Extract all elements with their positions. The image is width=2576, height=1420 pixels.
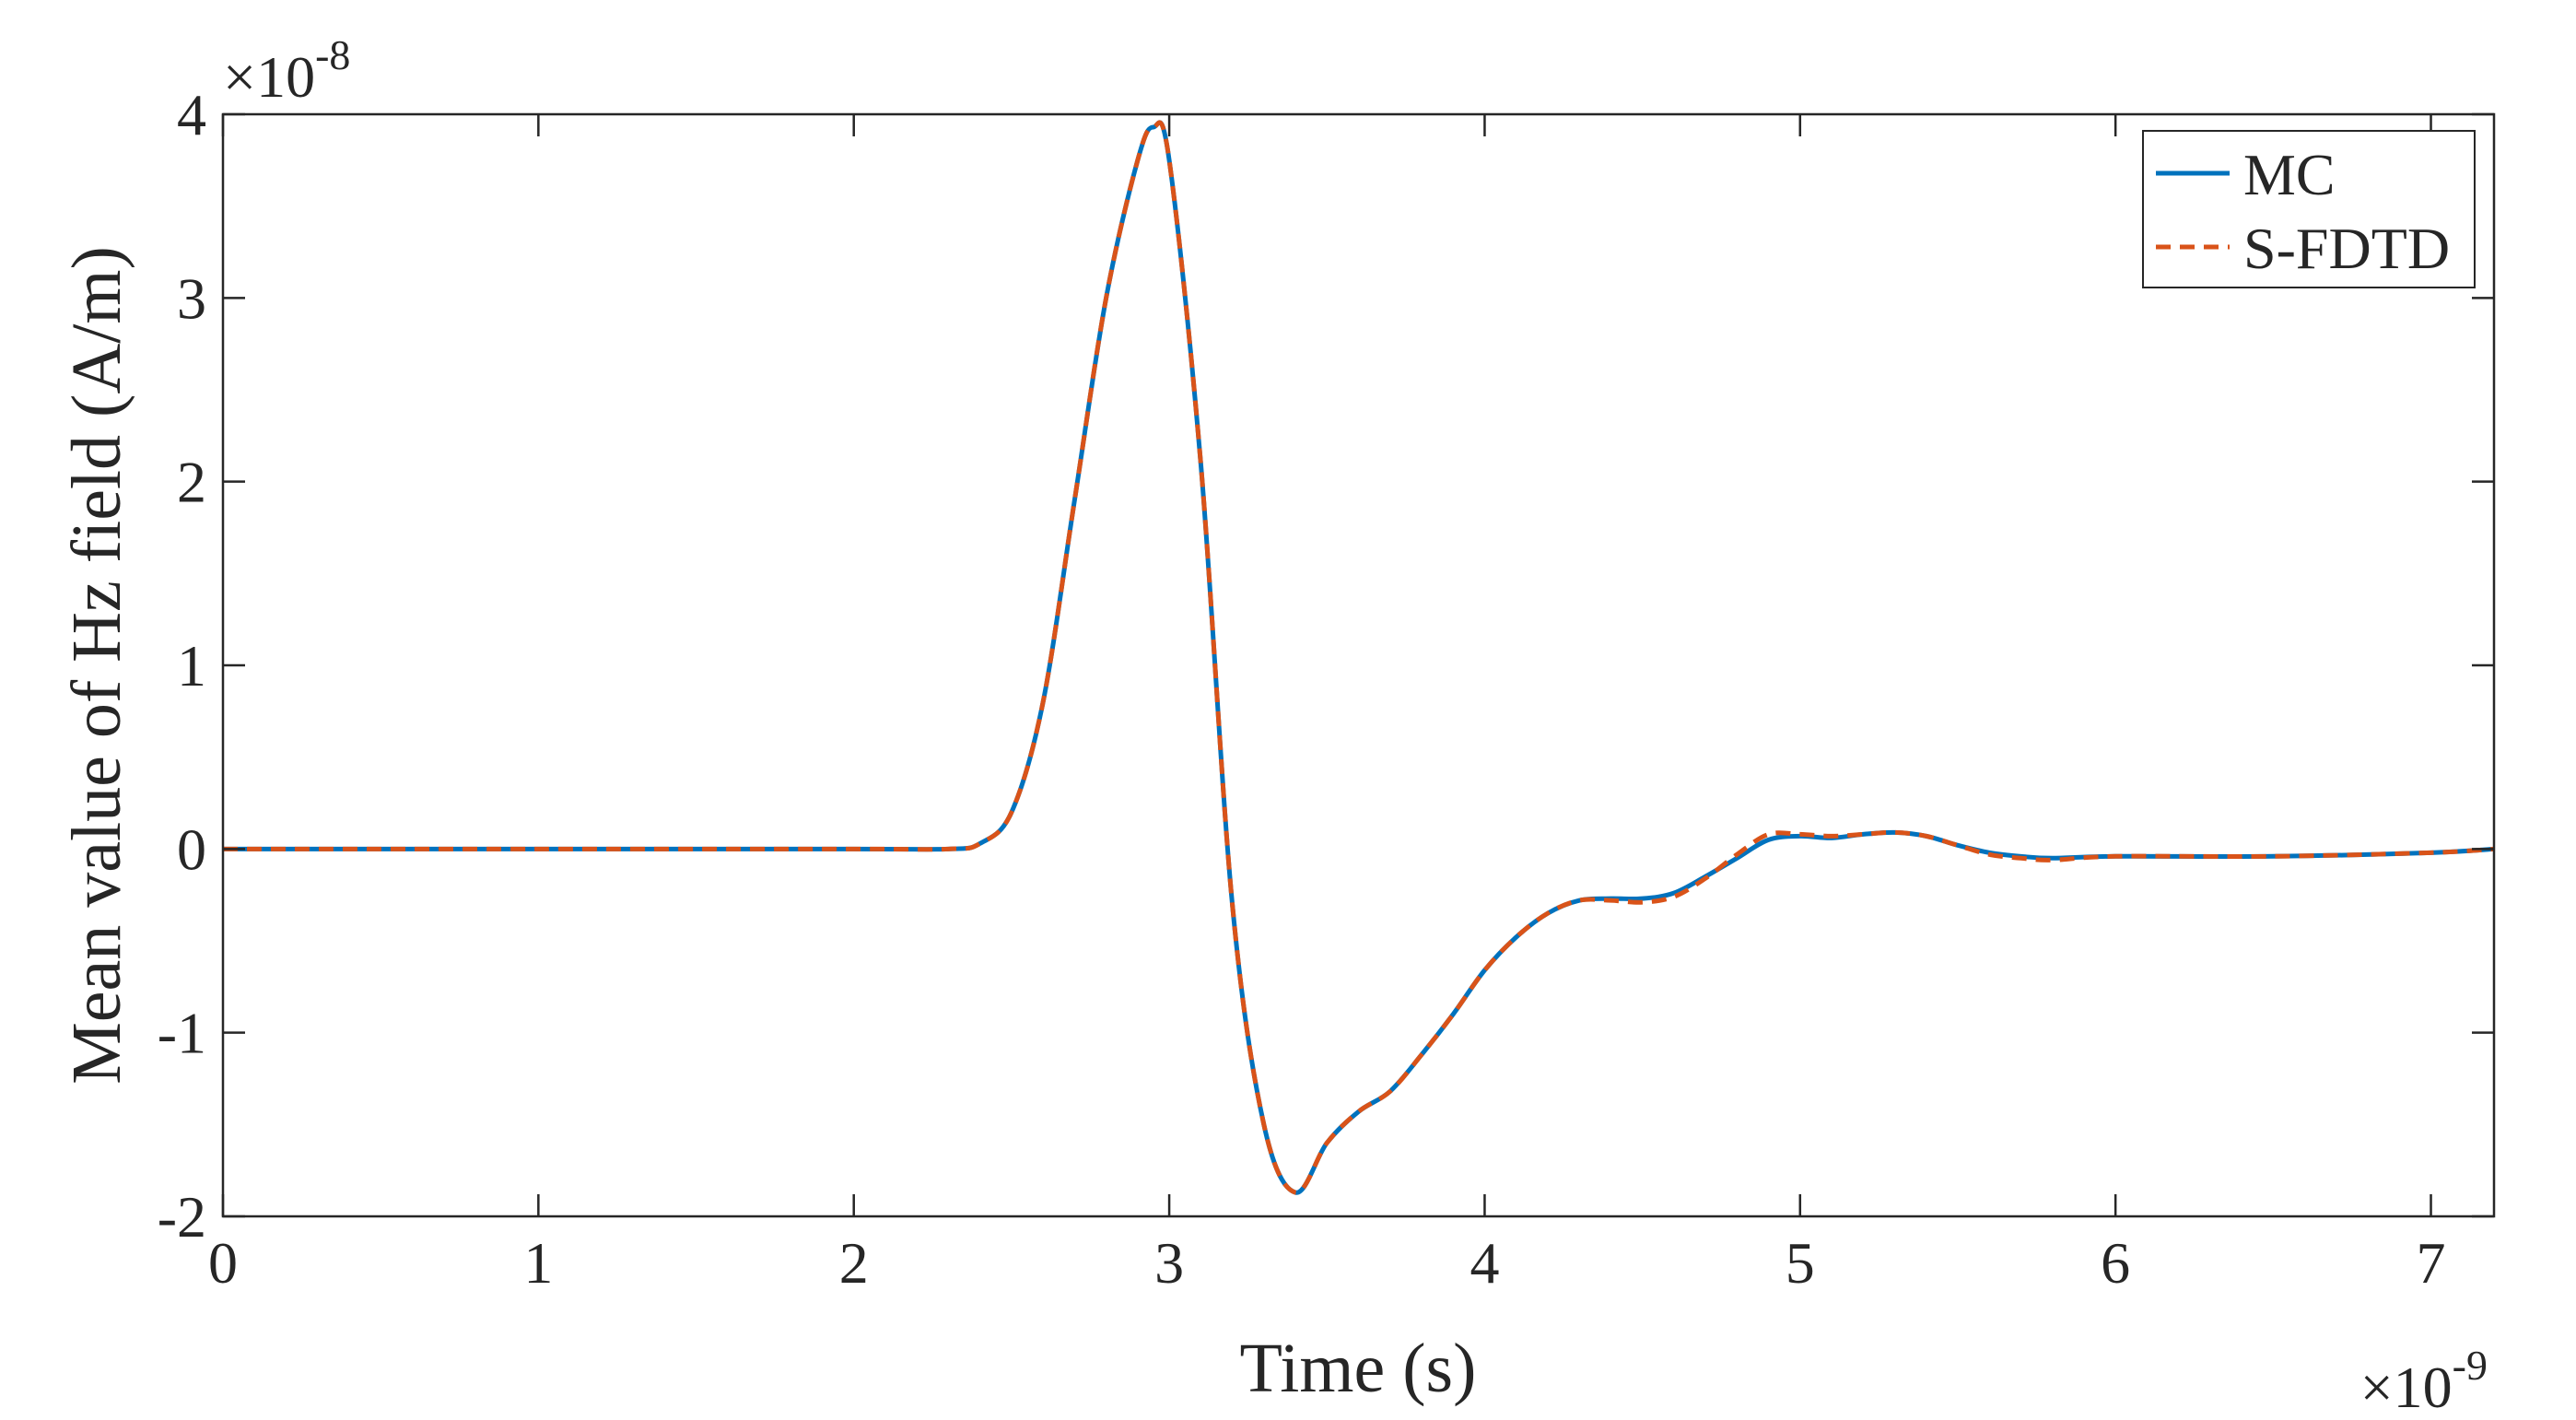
- y-axis-multiplier: ×10-8: [223, 31, 350, 110]
- x-tick-label: 1: [523, 1230, 553, 1296]
- x-multiplier-exponent: -9: [2453, 1342, 2488, 1389]
- series-layer: [222, 120, 2495, 1195]
- x-tick-label: 6: [2101, 1230, 2130, 1296]
- x-tick-label: 5: [1786, 1230, 1815, 1296]
- x-tick-label: 3: [1154, 1230, 1184, 1296]
- series-line-s-fdtd: [222, 120, 2495, 1195]
- x-axis: 0 1 2 3 4 5 6 7: [208, 114, 2446, 1296]
- x-multiplier-base: ×10: [2360, 1355, 2453, 1420]
- x-tick-label: 7: [2417, 1230, 2446, 1296]
- y-tick-label: 4: [177, 82, 206, 147]
- y-axis: -2 -1 0 1 2 3 4: [158, 82, 2494, 1250]
- legend: MC S-FDTD: [2142, 130, 2476, 288]
- y-multiplier-exponent: -8: [315, 31, 350, 78]
- x-tick-label: 0: [208, 1230, 238, 1296]
- legend-label-mc: MC: [2243, 142, 2336, 207]
- x-tick-label: 2: [839, 1230, 869, 1296]
- x-tick-label: 4: [1469, 1230, 1499, 1296]
- x-axis-label: Time (s): [1240, 1330, 1477, 1407]
- y-multiplier-base: ×10: [223, 44, 315, 110]
- y-tick-label: 3: [177, 265, 206, 331]
- y-tick-label: 2: [177, 450, 206, 515]
- legend-label-sfdtd: S-FDTD: [2243, 216, 2450, 281]
- y-tick-label: -1: [158, 1001, 206, 1066]
- y-tick-label: -2: [158, 1184, 206, 1250]
- x-axis-multiplier: ×10-9: [2360, 1342, 2488, 1420]
- y-tick-label: 0: [177, 816, 206, 882]
- plot-area: [223, 114, 2494, 1216]
- legend-box: [2142, 130, 2476, 288]
- y-tick-label: 1: [177, 633, 206, 698]
- y-axis-label: Mean value of Hz field (A/m): [58, 246, 135, 1085]
